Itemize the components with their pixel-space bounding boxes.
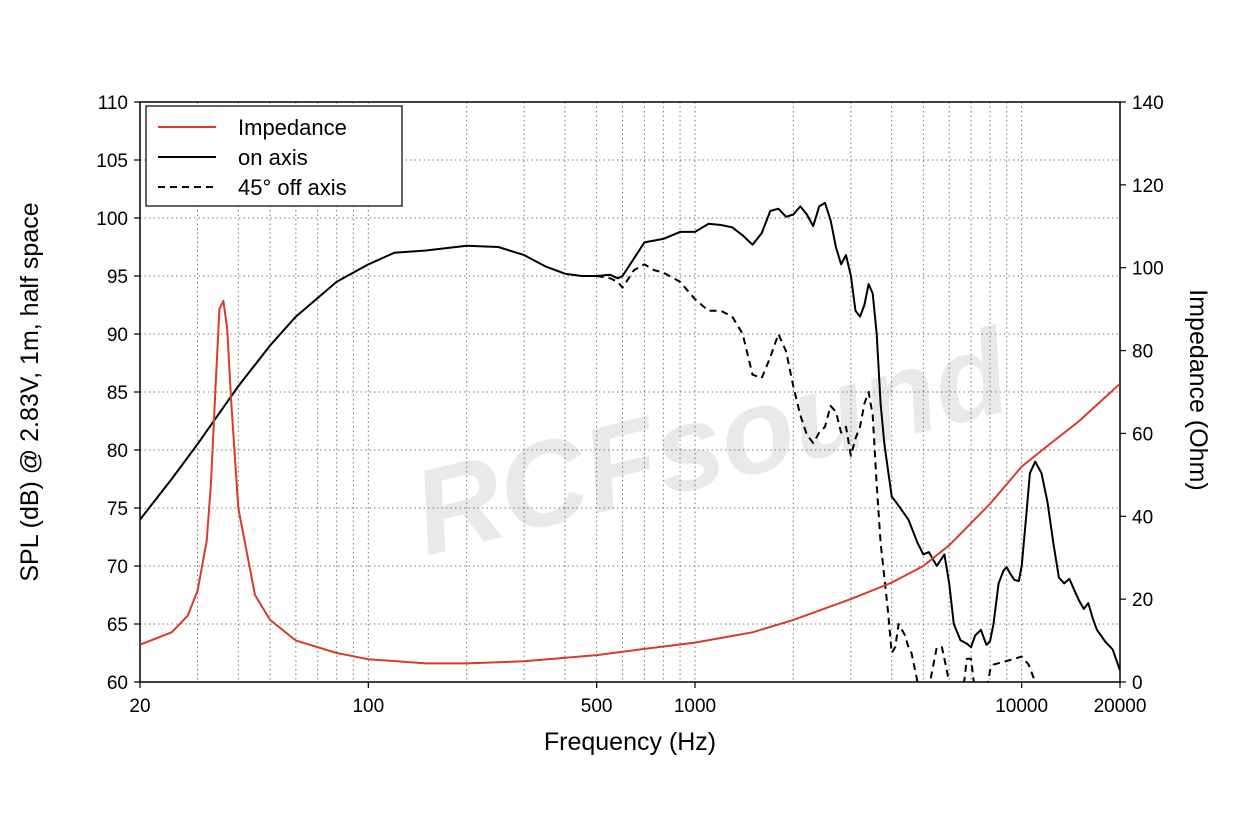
- y2-tick-label: 20: [1132, 590, 1153, 611]
- x-tick-label: 20000: [1094, 696, 1147, 717]
- x-tick-label: 20: [129, 696, 150, 717]
- series-line-45-off-axis: [596, 263, 1037, 682]
- y-tick-label: 60: [107, 673, 128, 694]
- x-tick-label: 10000: [995, 696, 1048, 717]
- series-layer: [140, 201, 1120, 682]
- y2-tick-label: 80: [1132, 342, 1153, 363]
- y2-tick-label: 100: [1132, 259, 1164, 280]
- legend-label-on-axis: on axis: [238, 145, 308, 170]
- watermark: RCFsound: [400, 303, 1024, 580]
- x-tick-label: 500: [581, 696, 613, 717]
- y-tick-label: 80: [107, 441, 128, 462]
- y2-tick-label: 0: [1132, 673, 1143, 694]
- y2-tick-label: 40: [1132, 507, 1153, 528]
- x-axis-title: Frequency (Hz): [544, 728, 716, 756]
- legend: Impedance on axis 45° off axis: [145, 105, 403, 207]
- y2-tick-label: 120: [1132, 176, 1164, 197]
- y-tick-label: 105: [96, 151, 128, 172]
- y-axis-title: SPL (dB) @ 2.83V, 1m, half space: [16, 202, 44, 581]
- y-tick-label: 95: [107, 267, 128, 288]
- y2-tick-label: 60: [1132, 424, 1153, 445]
- y-tick-label: 110: [98, 93, 128, 114]
- y-tick-label: 70: [107, 557, 128, 578]
- y-tick-label: 100: [96, 209, 128, 230]
- tick-labels: 20 100 500 1000 10000 20000606570758085909510…: [96, 93, 1163, 717]
- y-tick-label: 65: [107, 615, 128, 636]
- x-tick-label: 100: [352, 696, 384, 717]
- x-tick-label: 1000: [674, 696, 716, 717]
- series-line-impedance: [140, 299, 1120, 665]
- legend-label-impedance: Impedance: [238, 115, 347, 140]
- watermark-text: RCFsound: [400, 303, 1024, 580]
- y2-axis-title: Impedance (Ohm): [1184, 289, 1212, 490]
- y-tick-label: 85: [107, 383, 128, 404]
- y2-tick-label: 140: [1132, 93, 1164, 114]
- series-line-on-axis: [140, 201, 1120, 671]
- y-tick-label: 90: [107, 325, 128, 346]
- y-tick-label: 75: [107, 499, 128, 520]
- legend-label-off-axis: 45° off axis: [238, 175, 347, 200]
